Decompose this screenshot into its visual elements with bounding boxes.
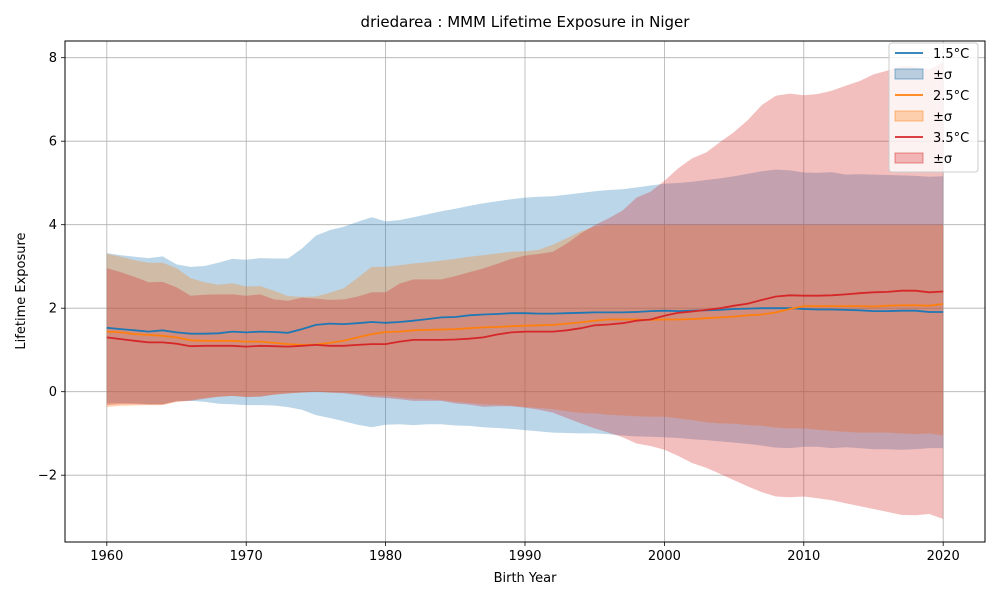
x-tick-label: 1960 [90, 549, 123, 564]
x-tick-label: 2020 [927, 549, 960, 564]
legend-label: ±σ [933, 110, 952, 125]
x-tick-label: 2000 [648, 549, 681, 564]
y-tick-label: 8 [49, 51, 57, 66]
legend-band-swatch [894, 152, 924, 164]
x-tick-label: 2010 [787, 549, 820, 564]
legend-label: 2.5°C [933, 89, 969, 104]
mean-line [106, 303, 944, 346]
y-tick-label: 2 [49, 302, 57, 317]
y-tick-label: −2 [38, 469, 57, 484]
sigma-band [106, 169, 944, 450]
chart-title: driedarea : MMM Lifetime Exposure in Nig… [361, 13, 691, 31]
legend-band-swatch [894, 110, 924, 122]
x-tick-label: 1990 [508, 549, 541, 564]
y-tick-label: 4 [49, 218, 57, 233]
y-tick-label: 6 [49, 135, 57, 150]
legend-label: 3.5°C [933, 131, 969, 146]
mean-line [106, 307, 944, 335]
error-bands [106, 62, 944, 520]
legend-label: ±σ [933, 68, 952, 83]
legend-band-swatch [894, 68, 924, 80]
mean-line [106, 289, 944, 348]
y-axis-label: Lifetime Exposure [14, 232, 29, 349]
grid [65, 41, 985, 542]
x-tick-label: 1980 [369, 549, 402, 564]
x-axis-label: Birth Year [494, 571, 558, 586]
sigma-band [106, 224, 944, 436]
legend-box [888, 42, 979, 173]
legend: 1.5°C ±σ 2.5°C ±σ 3.5°C ±σ [888, 42, 979, 173]
sigma-band [106, 62, 944, 520]
legend-label: 1.5°C [933, 47, 969, 62]
axis-ticks: 1960 1970 1980 1990 2000 2010 2020 −2 0 2 4 6 8 [38, 51, 960, 564]
legend-label: ±σ [933, 152, 952, 167]
x-tick-label: 1970 [230, 549, 263, 564]
y-tick-label: 0 [49, 385, 57, 400]
series-lines [106, 289, 944, 348]
